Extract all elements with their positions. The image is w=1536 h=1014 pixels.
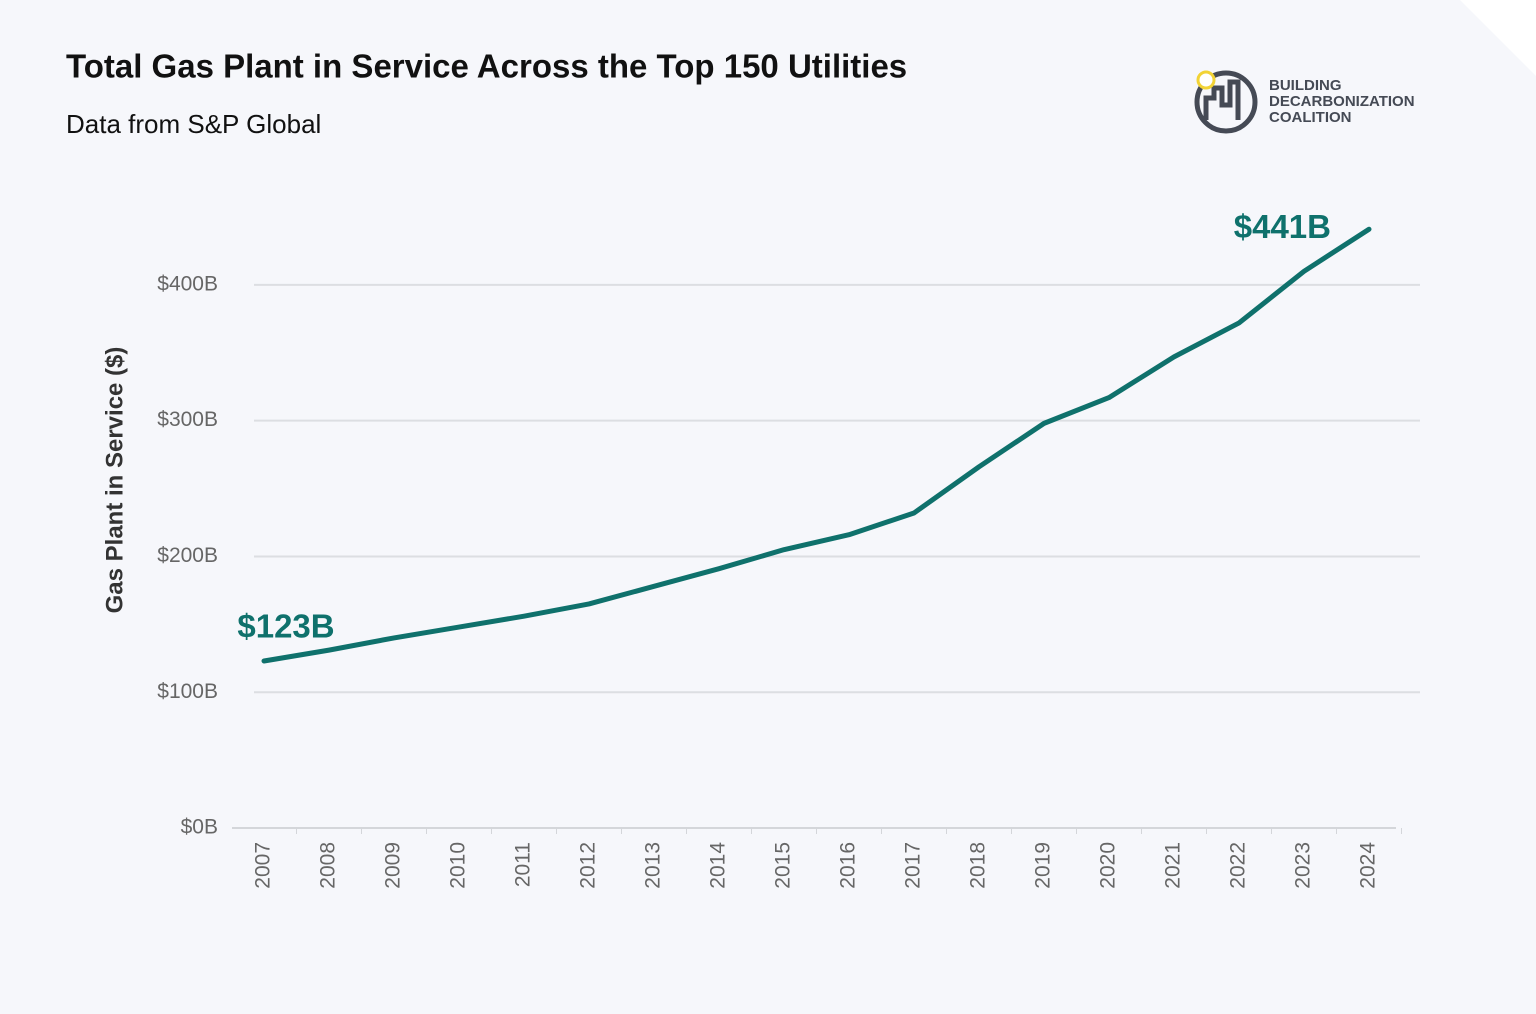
x-tick-label: 2018 <box>967 842 990 889</box>
logo-ring <box>1194 70 1258 134</box>
chart-title: Total Gas Plant in Service Across the To… <box>66 48 907 85</box>
logo-buildings <box>1203 79 1241 120</box>
x-tick-label: 2012 <box>577 842 600 889</box>
data-label: $441B <box>1234 208 1331 245</box>
logo-sun <box>1196 70 1216 90</box>
y-axis-label: Gas Plant in Service ($) <box>101 347 128 614</box>
y-tick-label: $0B <box>181 816 218 839</box>
x-tick-label: 2007 <box>252 842 275 889</box>
x-tick-label: 2008 <box>317 842 340 889</box>
x-tick-label: 2020 <box>1097 842 1120 889</box>
y-tick-label: $400B <box>157 272 218 295</box>
y-tick-label: $200B <box>157 544 218 567</box>
x-tick-label: 2010 <box>447 842 470 889</box>
y-tick-label: $100B <box>157 680 218 703</box>
x-tick-label: 2021 <box>1162 842 1185 889</box>
x-tick-label: 2009 <box>382 842 405 889</box>
x-tick-label: 2016 <box>837 842 860 889</box>
logo-text: DECARBONIZATION <box>1269 93 1415 110</box>
x-tick-label: 2014 <box>707 842 730 889</box>
x-tick-label: 2011 <box>512 842 535 887</box>
data-label: $123B <box>237 608 334 645</box>
x-tick-label: 2013 <box>642 842 665 889</box>
y-tick-label: $300B <box>157 408 218 431</box>
x-tick-label: 2024 <box>1357 842 1380 889</box>
chart-subtitle: Data from S&P Global <box>66 109 321 139</box>
x-tick-label: 2017 <box>902 842 925 889</box>
logo: BUILDING DECARBONIZATION COALITION <box>1194 70 1415 134</box>
x-tick-label: 2022 <box>1227 842 1250 889</box>
logo-text: BUILDING <box>1269 77 1342 94</box>
x-tick-label: 2019 <box>1032 842 1055 889</box>
line <box>261 226 1372 664</box>
logo-text: COALITION <box>1269 109 1352 126</box>
x-tick-label: 2015 <box>772 842 795 889</box>
x-tick-label: 2023 <box>1292 842 1315 889</box>
